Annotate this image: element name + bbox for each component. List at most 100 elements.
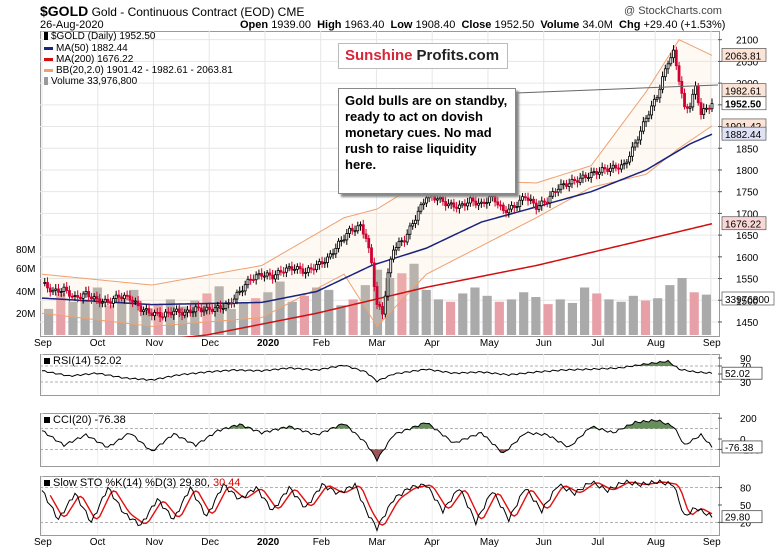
candle-body xyxy=(540,200,544,207)
tag-volume-box xyxy=(721,291,775,306)
candle-body xyxy=(474,200,478,206)
candle-body xyxy=(345,233,349,241)
candle-body xyxy=(375,286,379,305)
volume-bar xyxy=(141,310,151,335)
sto-d-value: 30.44 xyxy=(212,477,241,489)
candle-body xyxy=(323,262,327,265)
indicator-tick-label: 200 xyxy=(740,414,757,425)
bb-lower-line xyxy=(41,125,713,328)
volume-label: Volume xyxy=(540,19,580,31)
volume-bar xyxy=(165,299,175,335)
callout-pointer xyxy=(515,84,719,94)
candle-body xyxy=(628,155,632,163)
candle-body xyxy=(551,191,555,197)
y-tick-label: 2100 xyxy=(736,36,759,47)
candle-body xyxy=(419,204,423,212)
price-swatch xyxy=(44,32,48,41)
candle-body xyxy=(232,298,236,305)
candle-body xyxy=(125,294,129,297)
candle-body xyxy=(455,206,459,209)
candle-body xyxy=(523,196,527,199)
candle-body xyxy=(507,208,511,214)
candle-body xyxy=(559,183,563,190)
candle-body xyxy=(46,282,49,289)
volume-bar xyxy=(543,304,553,335)
volume-bar xyxy=(153,304,163,335)
symbol: $GOLD xyxy=(40,3,89,19)
logo-part2: Profits.com xyxy=(416,47,500,64)
candle-body xyxy=(122,294,126,299)
indicator-tick-label: 80 xyxy=(740,484,752,495)
x-label-nov: Nov xyxy=(145,338,164,349)
x-label-2020: 2020 xyxy=(256,537,280,548)
candle-body xyxy=(276,270,280,276)
candle-body xyxy=(422,202,426,206)
candle-body xyxy=(208,306,211,310)
x-label-aug: Aug xyxy=(647,338,665,349)
volume-bar xyxy=(129,289,139,335)
cci-line xyxy=(41,419,713,463)
candle-body xyxy=(246,278,250,286)
candle-body xyxy=(510,204,513,210)
candle-body xyxy=(562,183,566,186)
candle-body xyxy=(389,258,393,274)
candle-body xyxy=(90,296,93,300)
candle-body xyxy=(674,49,678,67)
candle-body xyxy=(306,267,310,273)
candle-body xyxy=(144,308,148,311)
volume-tick-40m: 40M xyxy=(16,287,36,298)
rsi-line-value-tag: 52.02 xyxy=(725,369,750,380)
volume-bar xyxy=(640,300,651,335)
candle-body xyxy=(271,274,275,280)
candle-body xyxy=(359,224,362,227)
candle-body xyxy=(155,311,159,314)
candle-body xyxy=(348,227,351,234)
tag-bb-mid: 1982.61 xyxy=(725,87,762,98)
volume-bar xyxy=(470,287,480,335)
y-tick-label: 1650 xyxy=(736,231,759,242)
rsi-label: RSI(14) 52.02 xyxy=(44,355,121,367)
candle-body xyxy=(161,316,165,319)
candle-body xyxy=(644,117,648,123)
candle-body xyxy=(131,299,135,303)
candle-body xyxy=(414,219,417,224)
legend-volume-text: Volume 33,976,800 xyxy=(51,76,138,87)
x-label-feb: Feb xyxy=(312,537,330,548)
candle-body xyxy=(111,298,115,304)
candle-body xyxy=(578,177,582,183)
candle-body xyxy=(496,201,500,206)
candle-body xyxy=(169,312,173,316)
candle-body xyxy=(383,295,387,315)
candle-body xyxy=(142,309,145,312)
candle-body xyxy=(619,164,623,170)
candle-body xyxy=(595,171,599,175)
rsi-swatch xyxy=(44,358,50,365)
candle-body xyxy=(186,309,189,313)
candle-body xyxy=(658,88,662,99)
volume-bar xyxy=(689,292,699,335)
x-label-sep: Sep xyxy=(34,338,52,349)
sto-swatch xyxy=(44,480,50,487)
volume-bar xyxy=(104,305,115,335)
volume-bar xyxy=(397,273,407,335)
volume-bar xyxy=(324,289,334,335)
legend-price-text: $GOLD (Daily) 1952.50 xyxy=(51,31,156,42)
legend-price: $GOLD (Daily) 1952.50 xyxy=(44,31,156,43)
candle-body xyxy=(315,264,318,271)
candle-body xyxy=(128,295,132,301)
candle-body xyxy=(350,227,354,232)
volume-bar xyxy=(446,301,456,335)
candle-body xyxy=(477,202,480,206)
x-label-oct: Oct xyxy=(89,537,106,548)
candle-body xyxy=(117,294,121,298)
candle-body xyxy=(573,178,577,182)
candle-body xyxy=(652,98,656,107)
y-tick-label: 1750 xyxy=(736,188,759,199)
price-axis: 1450150015501600165017001750180018501900… xyxy=(718,36,775,329)
candle-body xyxy=(392,249,395,260)
x-label-jun: Jun xyxy=(535,537,552,548)
candle-body xyxy=(589,172,593,178)
candle-body xyxy=(274,274,277,280)
candle-body xyxy=(114,294,118,300)
candle-body xyxy=(427,194,431,199)
